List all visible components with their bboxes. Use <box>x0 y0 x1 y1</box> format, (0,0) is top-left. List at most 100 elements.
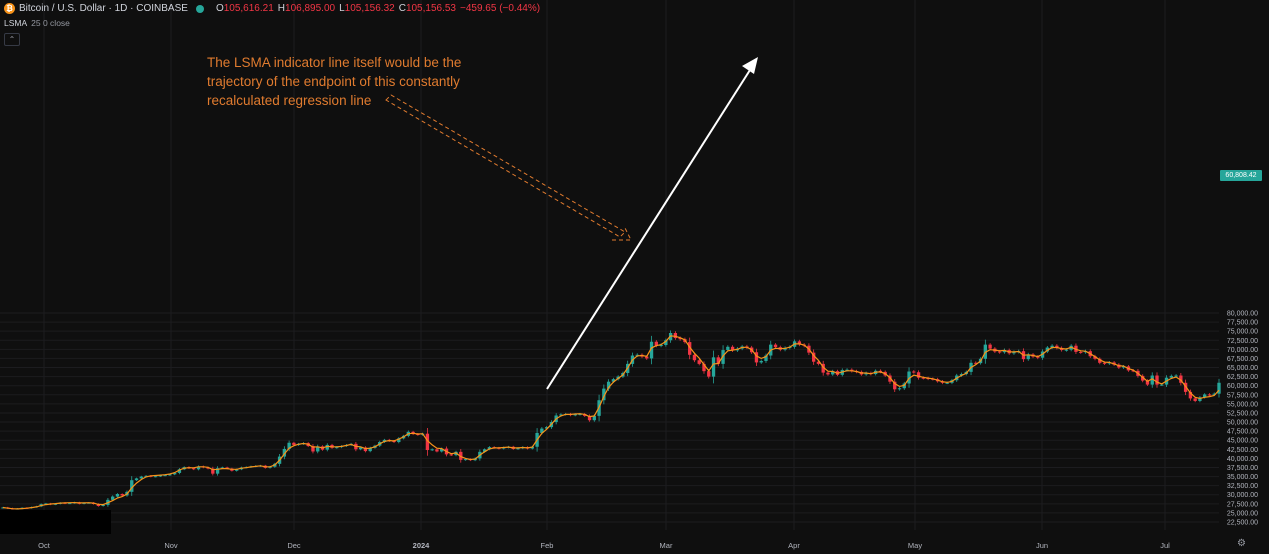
candle-body <box>44 503 48 505</box>
candle-body <box>659 344 663 346</box>
candle-body <box>397 438 401 443</box>
market-status-dot-icon <box>195 4 204 13</box>
price-tick-label: 70,000.00 <box>1227 347 1258 354</box>
candle-body <box>1198 397 1202 401</box>
candle-body <box>130 480 134 492</box>
candle-body <box>649 341 654 359</box>
price-tick-label: 72,500.00 <box>1227 338 1258 345</box>
candle-body <box>816 361 821 364</box>
candle-body <box>578 414 582 416</box>
candle-body <box>53 503 58 505</box>
candle-body <box>1098 358 1102 363</box>
candle-body <box>916 372 921 378</box>
close-value: 105,156.53 <box>405 3 456 14</box>
time-tick-label: Mar <box>660 541 673 550</box>
price-tick-label: 47,500.00 <box>1227 429 1258 436</box>
high-value: 106,895.00 <box>285 3 336 14</box>
candle-body <box>697 360 701 364</box>
candle-body <box>1174 375 1178 377</box>
candle-body <box>325 444 329 450</box>
time-tick-label: Oct <box>38 541 51 550</box>
candle-body <box>363 447 368 452</box>
candle-body <box>1160 384 1164 386</box>
time-tick-label: 2024 <box>413 541 431 550</box>
candle-body <box>177 469 182 473</box>
price-axis[interactable]: 22,500.00 25,000.00 27,500.00 30,000.00 32,5… <box>1227 310 1258 526</box>
time-tick-label: Apr <box>788 541 800 550</box>
time-tick-label: May <box>908 541 922 550</box>
candle-body <box>797 341 802 345</box>
candle-body <box>611 379 616 382</box>
candle-body <box>1203 394 1207 398</box>
candle-body <box>1155 375 1159 385</box>
price-tick-label: 37,500.00 <box>1227 465 1258 472</box>
candle-body <box>316 446 320 452</box>
candle-body <box>282 448 287 457</box>
candle-body <box>654 341 658 346</box>
candle-body <box>726 346 730 351</box>
time-tick-label: Jul <box>1160 541 1170 550</box>
price-tick-label: 80,000.00 <box>1227 310 1258 317</box>
candle-body <box>196 466 201 470</box>
time-tick-label: Jun <box>1036 541 1048 550</box>
candle-body <box>287 442 291 449</box>
gear-icon[interactable]: ⚙ <box>1237 538 1246 549</box>
low-label: L <box>339 3 345 14</box>
time-tick-label: Nov <box>164 541 178 550</box>
candle-body <box>716 357 720 364</box>
price-tick-label: 30,000.00 <box>1227 492 1258 499</box>
indicator-legend[interactable]: LSMA 25 0 close <box>4 18 70 28</box>
candle-body <box>68 503 72 505</box>
price-tick-label: 25,000.00 <box>1227 510 1258 517</box>
candle-body <box>1150 375 1154 385</box>
candle-body <box>730 346 735 351</box>
candle-body <box>692 354 697 361</box>
indicator-params: 25 0 close <box>31 18 70 28</box>
price-tick-label: 50,000.00 <box>1227 420 1258 427</box>
candle-body <box>487 447 492 450</box>
candle-body <box>759 360 763 363</box>
candle-body <box>215 468 220 474</box>
candle-body <box>821 363 825 373</box>
candle-body <box>1169 375 1173 378</box>
candle-body <box>158 475 163 477</box>
candle-body <box>897 388 902 390</box>
candle-body <box>540 428 544 433</box>
candle-body <box>1079 351 1083 353</box>
price-tick-label: 75,000.00 <box>1227 329 1258 336</box>
candle-body <box>168 474 172 476</box>
candle-body <box>587 415 592 421</box>
candle-body <box>368 447 372 452</box>
candle-body <box>449 454 453 456</box>
candle-body <box>425 433 430 451</box>
candle-body <box>602 388 606 401</box>
price-tick-label: 40,000.00 <box>1227 456 1258 463</box>
close-label: C <box>398 3 406 14</box>
candle-body <box>592 415 596 421</box>
candle-body <box>115 494 120 497</box>
candle-body <box>1193 398 1197 401</box>
candle-body <box>311 446 315 452</box>
candle-body <box>864 372 868 375</box>
candle-body <box>1102 362 1107 364</box>
symbol-title[interactable]: Bitcoin / U.S. Dollar · 1D · COINBASE <box>19 3 188 14</box>
annotation-arrow <box>385 94 632 241</box>
candle-body <box>1145 380 1150 385</box>
open-value: 105,616.21 <box>223 3 274 14</box>
candle-body <box>544 427 549 429</box>
candle-body <box>463 459 468 461</box>
candle-body <box>688 342 692 355</box>
candle-body <box>482 449 487 452</box>
candle-body <box>831 371 835 375</box>
chevron-up-icon[interactable]: ⌃ <box>4 33 20 46</box>
current-price-tag: 60,808.42 <box>1220 170 1262 181</box>
candle-body <box>1212 393 1216 395</box>
candle-body <box>921 377 926 379</box>
time-axis[interactable]: Oct Nov Dec 2024 Feb Mar Apr May Jun Jul <box>38 541 1170 550</box>
candle-body <box>912 371 916 373</box>
candle-body <box>211 468 215 474</box>
candle-body <box>192 468 196 470</box>
trend-arrow <box>546 57 758 390</box>
price-tick-label: 27,500.00 <box>1227 501 1258 508</box>
